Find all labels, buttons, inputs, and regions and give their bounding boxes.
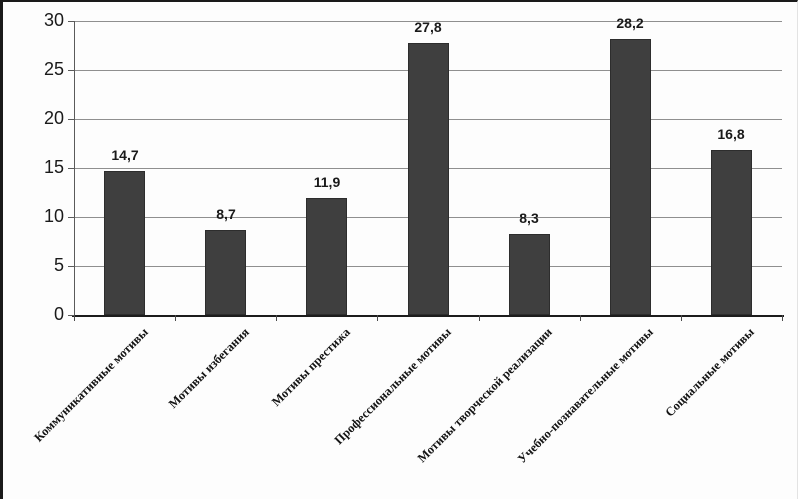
- y-axis-tick-0: [68, 315, 74, 316]
- y-axis-tick-30: [68, 21, 74, 22]
- gridline-30: [74, 21, 782, 22]
- x-axis-category-label-7: Социальные мотивы: [662, 325, 757, 420]
- bar-value-label-5: 8,3: [519, 210, 539, 226]
- y-axis-line: [74, 21, 75, 315]
- x-axis-tick-4: [479, 315, 480, 321]
- y-axis-label-25: 25: [43, 59, 64, 79]
- bar-value-label-4: 27,8: [414, 19, 442, 35]
- bar-value-label-1: 14,7: [111, 147, 139, 163]
- bar-value-label-6: 28,2: [616, 15, 644, 31]
- x-axis-tick-2: [276, 315, 277, 321]
- y-axis-tick-15: [68, 168, 74, 169]
- x-axis-tick-0: [74, 315, 75, 321]
- y-axis-label-10: 10: [43, 206, 64, 226]
- bar-value-label-2: 8,7: [216, 206, 236, 222]
- y-axis-label-5: 5: [53, 255, 64, 275]
- y-axis-tick-5: [68, 266, 74, 267]
- x-axis-category-label-1: Коммуникативные мотивы: [31, 325, 151, 445]
- x-axis-line: [72, 315, 784, 317]
- bar-7: [711, 150, 752, 315]
- y-axis-label-0: 0: [53, 304, 64, 324]
- bar-1: [104, 171, 145, 315]
- x-axis-category-label-2: Мотивы избегания: [165, 325, 252, 412]
- bar-6: [610, 39, 651, 315]
- x-axis-tick-1: [175, 315, 176, 321]
- bar-2: [205, 230, 246, 315]
- bar-value-label-7: 16,8: [717, 126, 745, 142]
- x-axis-category-label-4: Профессиональные мотивы: [331, 325, 454, 448]
- y-axis-tick-25: [68, 70, 74, 71]
- bar-4: [408, 43, 449, 315]
- bar-5: [509, 234, 550, 315]
- y-axis-label-20: 20: [43, 108, 64, 128]
- y-axis-label-15: 15: [43, 157, 64, 177]
- y-axis-label-30: 30: [43, 10, 64, 30]
- x-axis-tick-7: [782, 315, 783, 321]
- x-axis-tick-5: [580, 315, 581, 321]
- x-axis-tick-6: [681, 315, 682, 321]
- x-axis-category-label-3: Мотивы престижа: [268, 325, 353, 409]
- x-axis-tick-3: [377, 315, 378, 321]
- bar-value-label-3: 11,9: [313, 174, 341, 190]
- bar-3: [306, 198, 347, 315]
- y-axis-tick-10: [68, 217, 74, 218]
- y-axis-tick-20: [68, 119, 74, 120]
